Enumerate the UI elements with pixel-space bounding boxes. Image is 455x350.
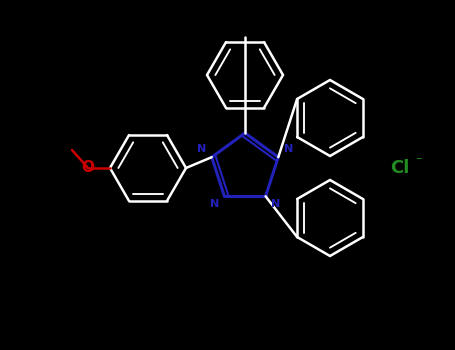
Text: N: N bbox=[197, 144, 206, 154]
Text: N: N bbox=[283, 144, 293, 154]
Text: O: O bbox=[81, 161, 95, 175]
Text: N: N bbox=[271, 199, 280, 209]
Text: ⁻: ⁻ bbox=[415, 155, 421, 168]
Text: N: N bbox=[210, 199, 219, 209]
Text: Cl: Cl bbox=[390, 159, 410, 177]
